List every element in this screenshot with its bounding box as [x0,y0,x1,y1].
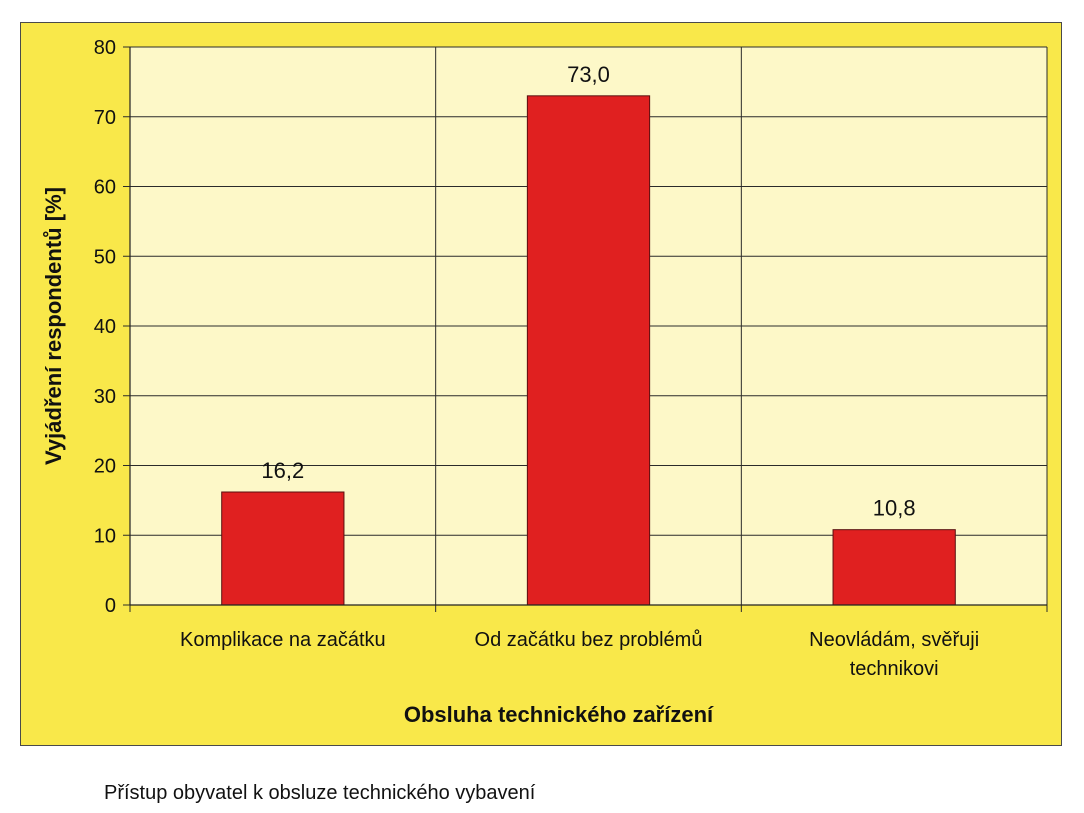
y-tick-label: 30 [94,386,116,408]
bar-chart: 0 10 20 30 40 50 60 70 80 16,2 Komplikace na začát… [41,37,1048,727]
y-tick-label: 80 [94,37,116,59]
category-label: Komplikace na začátku [180,629,386,651]
bar-1 [221,491,345,606]
y-tick-label: 10 [94,525,116,547]
x-axis-title: Obsluha technického zařízení [404,702,714,727]
data-label: 16,2 [261,458,304,483]
chart-frame: 0 10 20 30 40 50 60 70 80 16,2 Komplikace na začát… [20,22,1062,746]
bar-3 [832,529,956,606]
y-tick-label: 70 [94,107,116,129]
category-label: Od začátku bez problémů [475,629,703,651]
axes [123,46,1048,612]
y-tick-label: 40 [94,316,116,338]
y-tick-label: 0 [105,595,116,617]
y-tick-label: 60 [94,177,116,199]
labels: 0 10 20 30 40 50 60 70 80 16,2 Komplikace na začát… [94,37,979,680]
y-axis-title: Vyjádření respondentů [%] [41,187,66,465]
bars [221,95,956,606]
figure-caption: Přístup obyvatel k obsluze technického v… [104,782,536,804]
y-tick-label: 20 [94,456,116,478]
bar-2 [526,95,651,606]
category-label: technikovi [850,658,939,680]
y-tick-label: 50 [94,246,116,268]
data-label: 10,8 [873,496,916,521]
data-label: 73,0 [567,62,610,87]
category-label: Neovládám, svěřuji [809,629,979,651]
